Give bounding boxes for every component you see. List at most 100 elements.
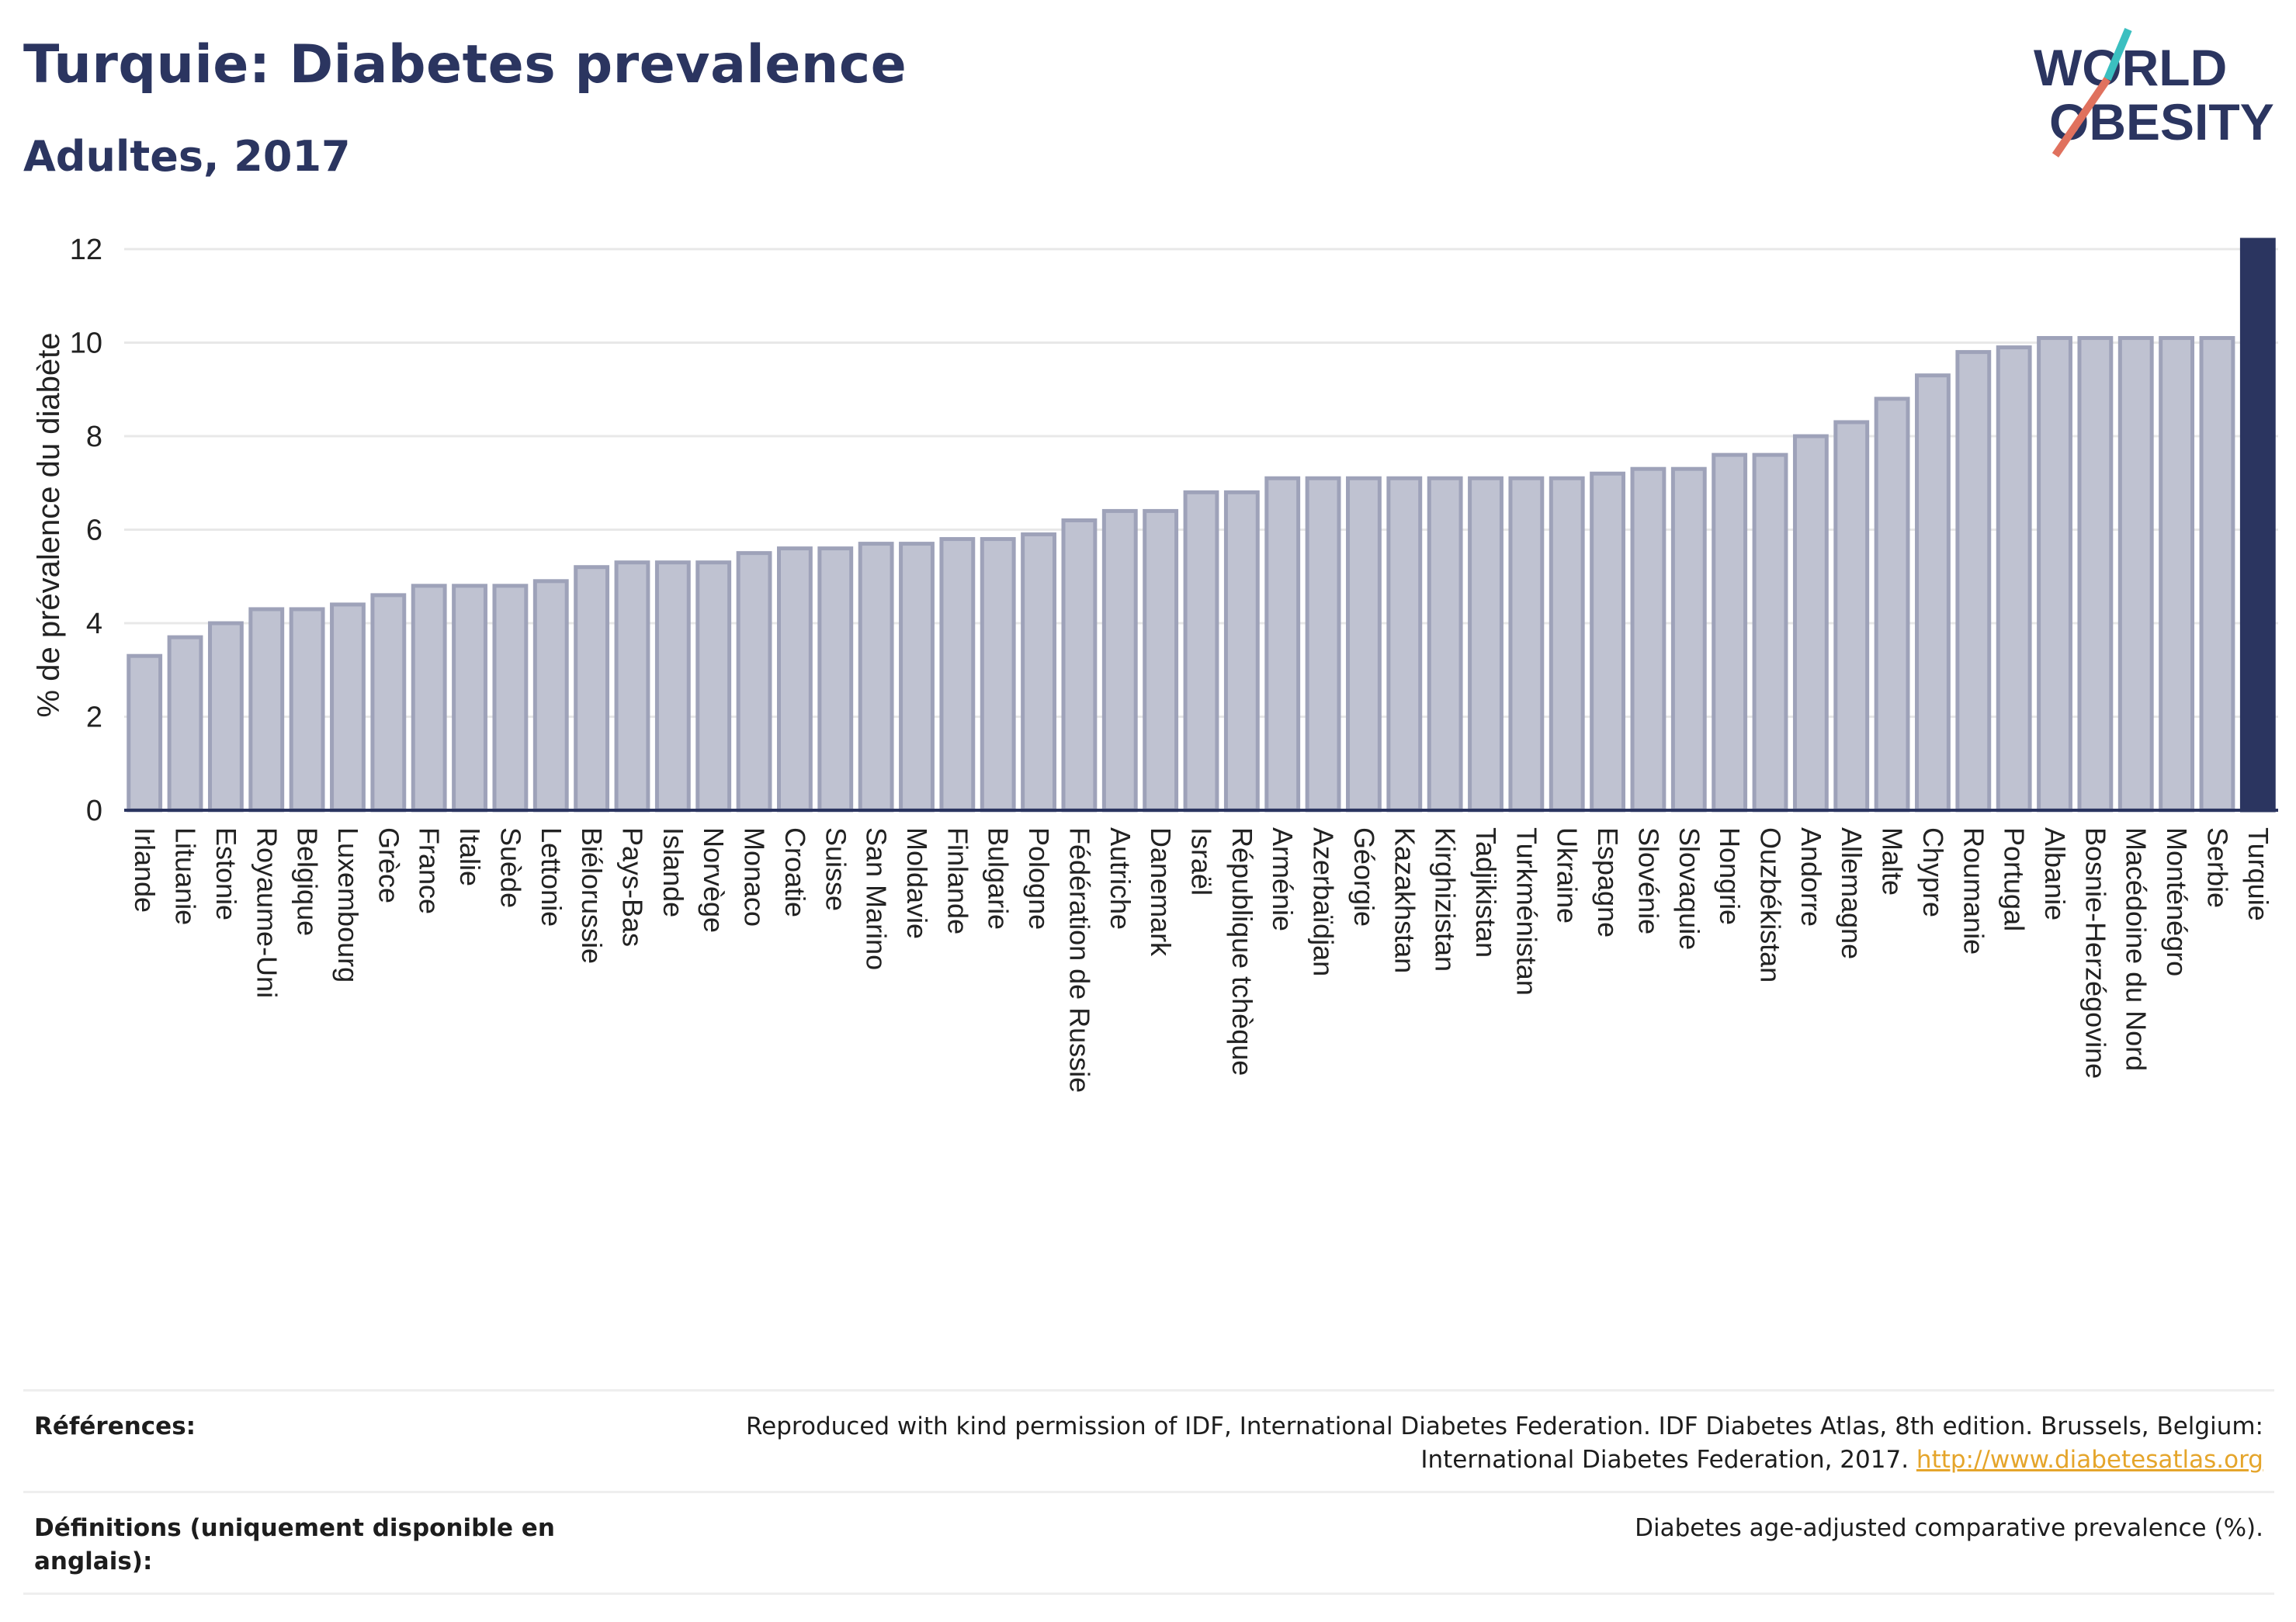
x-tick-label: Macédoine du Nord (2121, 827, 2152, 1071)
definitions-row: Définitions (uniquement disponible en an… (23, 1491, 2274, 1595)
y-tick-label: 8 (86, 421, 102, 453)
x-tick-label: Kirghizistan (1430, 827, 1462, 972)
world-obesity-logo: WORLD OBESITY (2034, 28, 2274, 158)
bar (2037, 336, 2072, 813)
x-tick-label: Israël (1186, 827, 1218, 896)
x-tick-label: République tchèque (1226, 827, 1258, 1076)
x-tick-label: Portugal (1999, 827, 2031, 931)
bar (452, 584, 487, 813)
x-tick-label: Tadjikistan (1470, 827, 1502, 958)
x-tick-label: Albanie (2039, 827, 2071, 920)
x-tick-label: Espagne (1592, 827, 1624, 938)
logo-line1: WORLD (2034, 39, 2227, 96)
x-tick-label: Hongrie (1714, 827, 1746, 925)
references-label: Références: (34, 1412, 196, 1440)
x-tick-label: Kazakhstan (1389, 827, 1420, 973)
bar (1955, 350, 1992, 813)
x-tick-label: Irlande (129, 827, 161, 913)
bar (817, 546, 854, 813)
logo-slash-coral (2051, 77, 2111, 158)
bar (1874, 397, 1910, 813)
x-tick-label: Autriche (1105, 827, 1136, 930)
chart-subtitle: Adultes, 2017 (23, 132, 351, 181)
x-tick-label: Andorre (1795, 827, 1827, 927)
y-tick-label: 0 (86, 795, 102, 827)
bar (248, 607, 285, 813)
x-tick-label: Allemagne (1836, 827, 1868, 959)
bar (330, 602, 366, 813)
definitions-label: Définitions (uniquement disponible en an… (34, 1514, 555, 1575)
x-tick-label: Serbie (2201, 827, 2233, 908)
bar (1752, 452, 1788, 813)
bar (1670, 466, 1707, 813)
bar (1346, 476, 1382, 813)
y-tick-label: 6 (86, 515, 102, 547)
bar (654, 560, 691, 813)
x-tick-label: Pays-Bas (616, 827, 648, 947)
x-tick-label: Bulgarie (983, 827, 1014, 930)
x-tick-label: Luxembourg (332, 827, 364, 983)
x-tick-label: Turkménistan (1510, 827, 1542, 996)
x-tick-label: Moldavie (901, 827, 933, 939)
references-text: Reproduced with kind permission of IDF, … (746, 1412, 2263, 1474)
bar (1264, 476, 1301, 813)
y-axis-title: % de prévalence du diabète (32, 333, 66, 718)
bar (1549, 476, 1585, 813)
bar (1101, 508, 1138, 813)
bar (1712, 452, 1748, 813)
x-tick-label: Arménie (1267, 827, 1299, 931)
bar (614, 560, 650, 813)
x-tick-label: Pologne (1023, 827, 1055, 930)
x-tick-label: San Marino (861, 827, 893, 970)
bar (1305, 476, 1341, 813)
bar (1508, 476, 1545, 813)
bar (1630, 466, 1667, 813)
x-tick-label: Roumanie (1958, 827, 1989, 955)
references-link[interactable]: http://www.diabetesatlas.org (1916, 1446, 2263, 1474)
x-tick-label: Chypre (1917, 827, 1949, 917)
bar (736, 551, 772, 813)
references-text-block: Reproduced with kind permission of IDF, … (633, 1410, 2263, 1477)
bar (2077, 336, 2114, 813)
bar (1386, 476, 1423, 813)
x-tick-label: Suisse (820, 827, 851, 911)
x-tick-label: Finlande (942, 827, 973, 934)
logo-slash-teal (2104, 28, 2132, 81)
bar (1590, 471, 1626, 813)
bar-chart: 0 2 4 6 8 10 12 % de prévalence du diabète Irlan… (32, 234, 2278, 1093)
x-tick-label: Grèce (373, 827, 404, 903)
bar (127, 653, 163, 813)
x-tick-label: Slovaquie (1673, 827, 1705, 950)
x-tick-label: Ukraine (1552, 827, 1583, 924)
x-tick-label: Ouzbékistan (1755, 827, 1787, 983)
bar (492, 584, 529, 813)
bar (2199, 336, 2235, 813)
bar (167, 635, 203, 813)
bar (1833, 420, 1870, 813)
x-tick-label: Italie (454, 827, 486, 886)
bar (1468, 476, 1503, 813)
x-tick-label: Royaume-Uni (251, 827, 283, 998)
y-tick-label: 12 (70, 234, 102, 266)
bar (980, 537, 1016, 813)
bar (532, 579, 569, 813)
references-panel: Références: Reproduced with kind permiss… (23, 1389, 2274, 1595)
bar (1792, 434, 1829, 813)
x-tick-label: Turquie (2242, 827, 2274, 921)
x-tick-label: Biélorussie (576, 827, 608, 964)
y-tick-label: 4 (86, 608, 102, 640)
x-tick-label: France (414, 827, 446, 914)
definitions-text: Diabetes age-adjusted comparative preval… (1635, 1514, 2263, 1542)
bar (695, 560, 732, 813)
bar (1061, 518, 1098, 813)
bar (411, 584, 447, 813)
bar (1183, 490, 1219, 813)
x-tick-label: Malte (1877, 827, 1909, 896)
chart-title: Turquie: Diabetes prevalence (23, 34, 907, 95)
x-tick-label: Suède (494, 827, 526, 908)
x-tick-label: Belgique (292, 827, 324, 936)
bar (2159, 336, 2195, 813)
x-tick-label: Monaco (739, 827, 771, 927)
x-tick-label: Norvège (698, 827, 730, 933)
x-tick-label: Bosnie-Herzégovine (2079, 827, 2111, 1079)
